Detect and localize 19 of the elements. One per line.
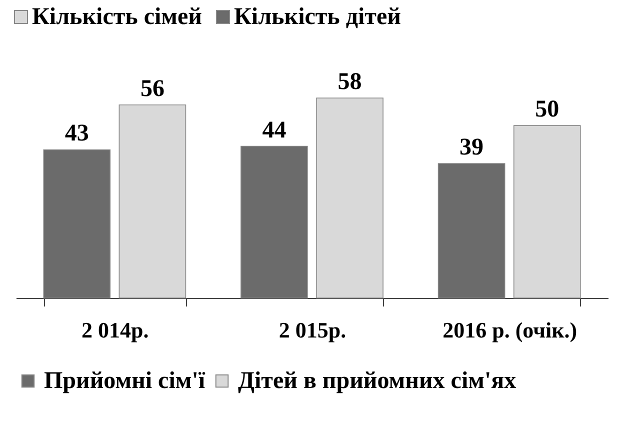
text: Кількість сімей [32,4,202,30]
bar [43,149,111,298]
bar [438,163,506,298]
data-label: 39 [460,134,484,161]
x-tick-label: 2 015р. [278,318,346,342]
bar [118,104,186,298]
bar [316,98,384,298]
legend-label: Дітей в прийомних сім'ях [238,368,516,394]
data-label: 58 [338,69,362,95]
data-label: 43 [64,120,89,147]
x-tick-label: 2 014р. [82,318,149,342]
bar [240,146,308,298]
bar [513,125,581,298]
data-label: 56 [140,76,164,102]
x-tick-label: 2016 р. (очік.) [442,318,578,342]
legend-label: Прийомні сім'ї [44,368,206,394]
data-label: 44 [262,117,286,144]
text: Кількість дітей [234,4,401,30]
data-label: 50 [535,96,560,123]
